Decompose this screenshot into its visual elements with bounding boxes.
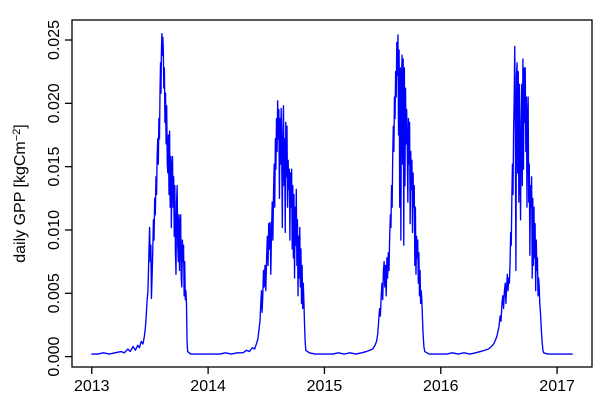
x-axis-tick-label: 2013 [74,378,110,395]
x-axis-tick-label: 2015 [307,378,343,395]
y-axis-tick-label: 0.005 [46,273,63,313]
x-axis-tick-label: 2014 [190,378,226,395]
x-axis-tick-label: 2017 [539,378,575,395]
y-axis-tick-label: 0.010 [46,210,63,250]
gpp-data-line [91,33,573,355]
y-axis-tick-label: 0.015 [46,147,63,187]
y-axis-tick-label: 0.020 [46,83,63,123]
y-axis-tick-label: 0.025 [46,20,63,60]
plot-box [71,19,593,368]
y-axis-title: daily GPP [kgCm−2] [11,124,29,263]
x-axis-tick-label: 2016 [423,378,459,395]
y-axis-tick-label: 0.000 [46,336,63,376]
